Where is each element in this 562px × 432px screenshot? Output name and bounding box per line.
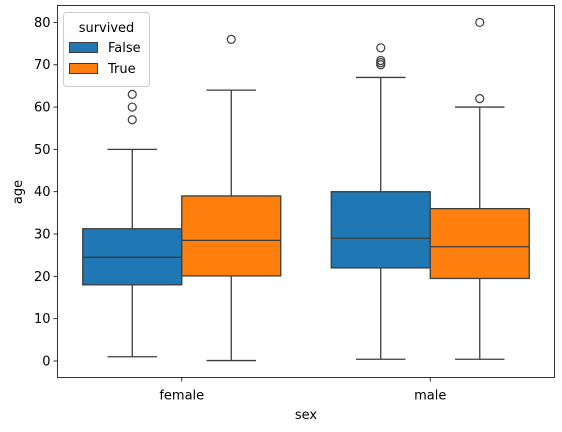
outlier-false-male-2 <box>376 55 386 66</box>
y-tick-label-70: 70 <box>34 58 51 73</box>
outlier-false-male-3 <box>376 43 386 53</box>
x-tick-label-male: male <box>414 389 446 404</box>
outlier-true-male-0 <box>475 94 485 104</box>
plot-area <box>82 17 530 362</box>
outlier-true-female-0 <box>226 34 236 44</box>
outlier-false-female-1 <box>127 102 137 112</box>
y-axis: 0 10 20 30 40 50 60 70 80 <box>34 16 58 369</box>
legend-swatch-false <box>69 42 98 53</box>
legend-swatch-true <box>69 63 98 74</box>
box-false-male <box>330 191 431 269</box>
y-tick-label-60: 60 <box>34 101 51 116</box>
box-true-female <box>181 195 282 277</box>
box-true-male <box>429 207 530 280</box>
outlier-false-female-2 <box>127 89 137 99</box>
y-tick-label-10: 10 <box>34 312 51 327</box>
legend: survived False True <box>63 12 150 87</box>
legend-label-true: True <box>107 62 136 77</box>
x-axis-label: sex <box>295 408 318 423</box>
outlier-false-female-0 <box>127 115 137 125</box>
x-tick-label-female: female <box>159 389 204 404</box>
y-tick-label-80: 80 <box>34 16 51 31</box>
y-tick-label-30: 30 <box>34 228 51 243</box>
y-tick-label-50: 50 <box>34 143 51 158</box>
x-axis: female male <box>159 377 446 404</box>
y-axis-label: age <box>11 180 26 204</box>
y-tick-label-40: 40 <box>34 185 51 200</box>
outlier-true-male-1 <box>475 17 485 28</box>
legend-title: survived <box>79 21 135 36</box>
y-tick-label-0: 0 <box>42 354 50 369</box>
legend-label-false: False <box>108 41 141 56</box>
y-tick-label-20: 20 <box>34 270 51 285</box>
